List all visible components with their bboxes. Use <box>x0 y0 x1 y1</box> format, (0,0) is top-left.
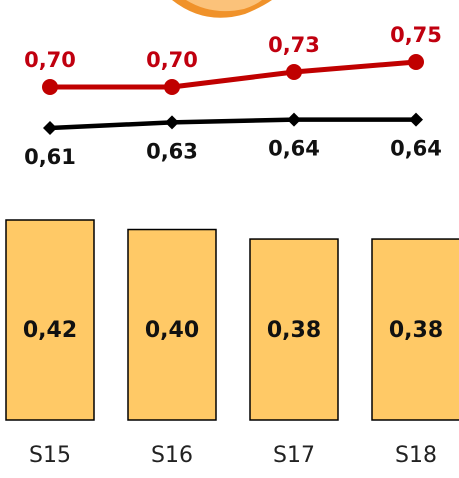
black-series-point <box>43 121 57 135</box>
red-series-label: 0,75 <box>390 23 442 47</box>
black-series-label: 0,64 <box>268 137 320 161</box>
red-series-label: 0,70 <box>146 48 198 72</box>
bar-value-label: 0,38 <box>389 318 443 343</box>
category-label: S16 <box>151 443 193 468</box>
black-series-point <box>165 115 179 130</box>
black-series-label: 0,61 <box>24 145 76 169</box>
category-label: S18 <box>395 443 437 468</box>
bar <box>371 238 459 421</box>
category-label: S15 <box>29 443 71 468</box>
bar <box>249 238 339 421</box>
black-series-point <box>287 112 301 127</box>
red-series-label: 0,73 <box>268 33 320 57</box>
black-series-point <box>409 112 423 127</box>
bar <box>5 219 95 421</box>
red-series-point <box>42 79 58 95</box>
lines-layer: 0,70 0,70 0,73 0,75 0,61 0,63 0,64 0,64 <box>24 23 442 169</box>
black-series-label: 0,63 <box>146 139 198 163</box>
red-series-label: 0,70 <box>24 48 76 72</box>
category-label: S17 <box>273 443 315 468</box>
black-series-label: 0,64 <box>390 137 442 161</box>
bars-layer: 0,42 0,40 0,38 0,38 <box>5 219 459 421</box>
bar <box>127 228 217 421</box>
red-series-line <box>50 59 417 90</box>
categories-layer: S15 S16 S17 S18 <box>29 443 437 468</box>
bar-value-label: 0,38 <box>267 318 321 343</box>
red-series-point <box>408 54 424 70</box>
bar-value-label: 0,42 <box>23 318 77 343</box>
decorative-top-shape <box>172 0 272 18</box>
black-series-line <box>49 117 416 131</box>
bar-value-label: 0,40 <box>145 318 199 343</box>
red-series-point <box>286 64 302 80</box>
red-series-point <box>164 79 180 95</box>
